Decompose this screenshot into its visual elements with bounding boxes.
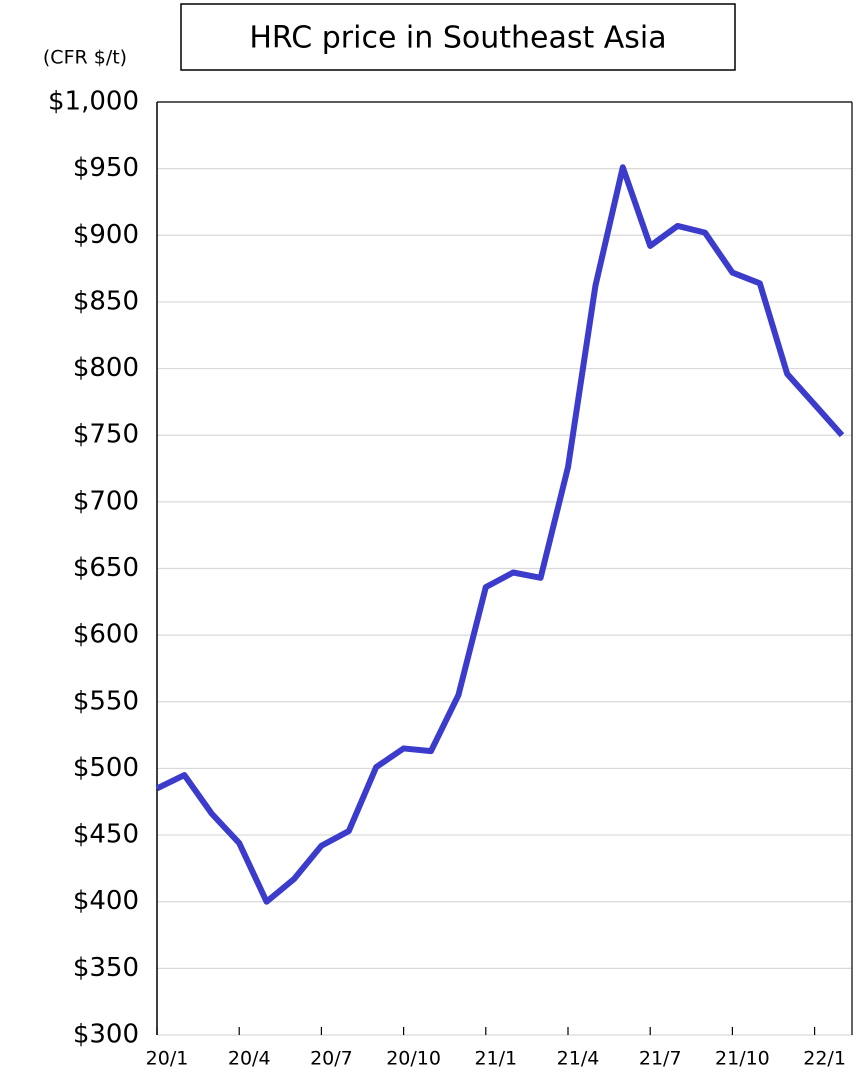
- x-tick-label: 20/4: [228, 1048, 271, 1070]
- y-tick-label: $850: [73, 286, 139, 316]
- chart-title: HRC price in Southeast Asia: [249, 21, 666, 56]
- y-tick-label: $1,000: [48, 87, 139, 117]
- x-tick-label: 20/1: [146, 1048, 189, 1070]
- y-tick-label: $300: [73, 1020, 139, 1050]
- x-tick-label: 21/7: [639, 1048, 682, 1070]
- x-tick-label: 22/1: [803, 1048, 846, 1070]
- x-tick-label: 20/7: [310, 1048, 353, 1070]
- y-tick-label: $750: [73, 420, 139, 450]
- y-axis-label: (CFR $/t): [43, 47, 127, 69]
- title-box: [180, 3, 736, 71]
- y-tick-label: $950: [73, 153, 139, 183]
- y-tick-label: $550: [73, 686, 139, 716]
- y-tick-label: $450: [73, 820, 139, 850]
- price-line: [155, 164, 845, 905]
- x-tick-label: 20/10: [386, 1048, 441, 1070]
- y-tick-label: $900: [73, 220, 139, 250]
- x-tick-label: 21/10: [715, 1048, 770, 1070]
- y-tick-label: $800: [73, 353, 139, 383]
- x-tick-label: 21/1: [474, 1048, 517, 1070]
- y-tick-label: $600: [73, 620, 139, 650]
- y-tick-label: $350: [73, 953, 139, 983]
- y-tick-label: $400: [73, 886, 139, 916]
- y-tick-label: $500: [73, 753, 139, 783]
- y-tick-label: $650: [73, 553, 139, 583]
- y-tick-label: $700: [73, 486, 139, 516]
- x-tick-label: 21/4: [557, 1048, 600, 1070]
